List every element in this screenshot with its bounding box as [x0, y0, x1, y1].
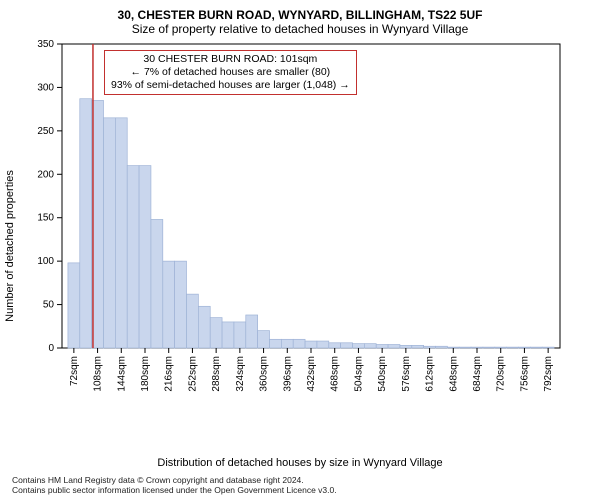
page-title: 30, CHESTER BURN ROAD, WYNYARD, BILLINGH…	[12, 8, 588, 22]
x-axis-title: Distribution of detached houses by size …	[12, 457, 588, 469]
svg-text:432sqm: 432sqm	[306, 356, 317, 392]
svg-text:108sqm: 108sqm	[93, 356, 104, 392]
svg-text:504sqm: 504sqm	[353, 356, 364, 392]
svg-text:300: 300	[37, 82, 54, 93]
svg-text:180sqm: 180sqm	[140, 356, 151, 392]
svg-text:216sqm: 216sqm	[164, 356, 175, 392]
y-axis-title: Number of detached properties	[4, 171, 16, 323]
legend-line-1: 30 CHESTER BURN ROAD: 101sqm	[111, 53, 350, 66]
svg-text:252sqm: 252sqm	[187, 356, 198, 392]
svg-text:612sqm: 612sqm	[425, 356, 436, 392]
root: 30, CHESTER BURN ROAD, WYNYARD, BILLINGH…	[0, 0, 600, 500]
subtitle: Size of property relative to detached ho…	[12, 22, 588, 36]
svg-text:396sqm: 396sqm	[282, 356, 293, 392]
legend-line-3: 93% of semi-detached houses are larger (…	[111, 79, 350, 92]
svg-text:576sqm: 576sqm	[401, 356, 412, 392]
svg-text:144sqm: 144sqm	[116, 356, 127, 392]
chart-area: Number of detached properties 0501001502…	[12, 38, 588, 455]
attribution-line-1: Contains HM Land Registry data © Crown c…	[12, 475, 588, 486]
svg-text:648sqm: 648sqm	[448, 356, 459, 392]
svg-text:100: 100	[37, 256, 54, 267]
marker-legend: 30 CHESTER BURN ROAD: 101sqm ← 7% of det…	[104, 50, 357, 95]
svg-text:792sqm: 792sqm	[543, 356, 554, 392]
svg-text:756sqm: 756sqm	[519, 356, 530, 392]
attribution-line-2: Contains public sector information licen…	[12, 485, 588, 496]
svg-text:684sqm: 684sqm	[472, 356, 483, 392]
svg-text:72sqm: 72sqm	[69, 356, 80, 386]
svg-text:150: 150	[37, 213, 54, 224]
svg-text:200: 200	[37, 169, 54, 180]
svg-text:360sqm: 360sqm	[259, 356, 270, 392]
svg-text:250: 250	[37, 126, 54, 137]
svg-text:288sqm: 288sqm	[211, 356, 222, 392]
svg-text:350: 350	[37, 39, 54, 50]
svg-text:0: 0	[48, 343, 54, 354]
svg-text:468sqm: 468sqm	[330, 356, 341, 392]
svg-text:324sqm: 324sqm	[235, 356, 246, 392]
svg-text:540sqm: 540sqm	[377, 356, 388, 392]
legend-line-2: ← 7% of detached houses are smaller (80)	[111, 66, 350, 79]
svg-text:720sqm: 720sqm	[496, 356, 507, 392]
attribution: Contains HM Land Registry data © Crown c…	[12, 475, 588, 496]
svg-text:50: 50	[43, 300, 55, 311]
